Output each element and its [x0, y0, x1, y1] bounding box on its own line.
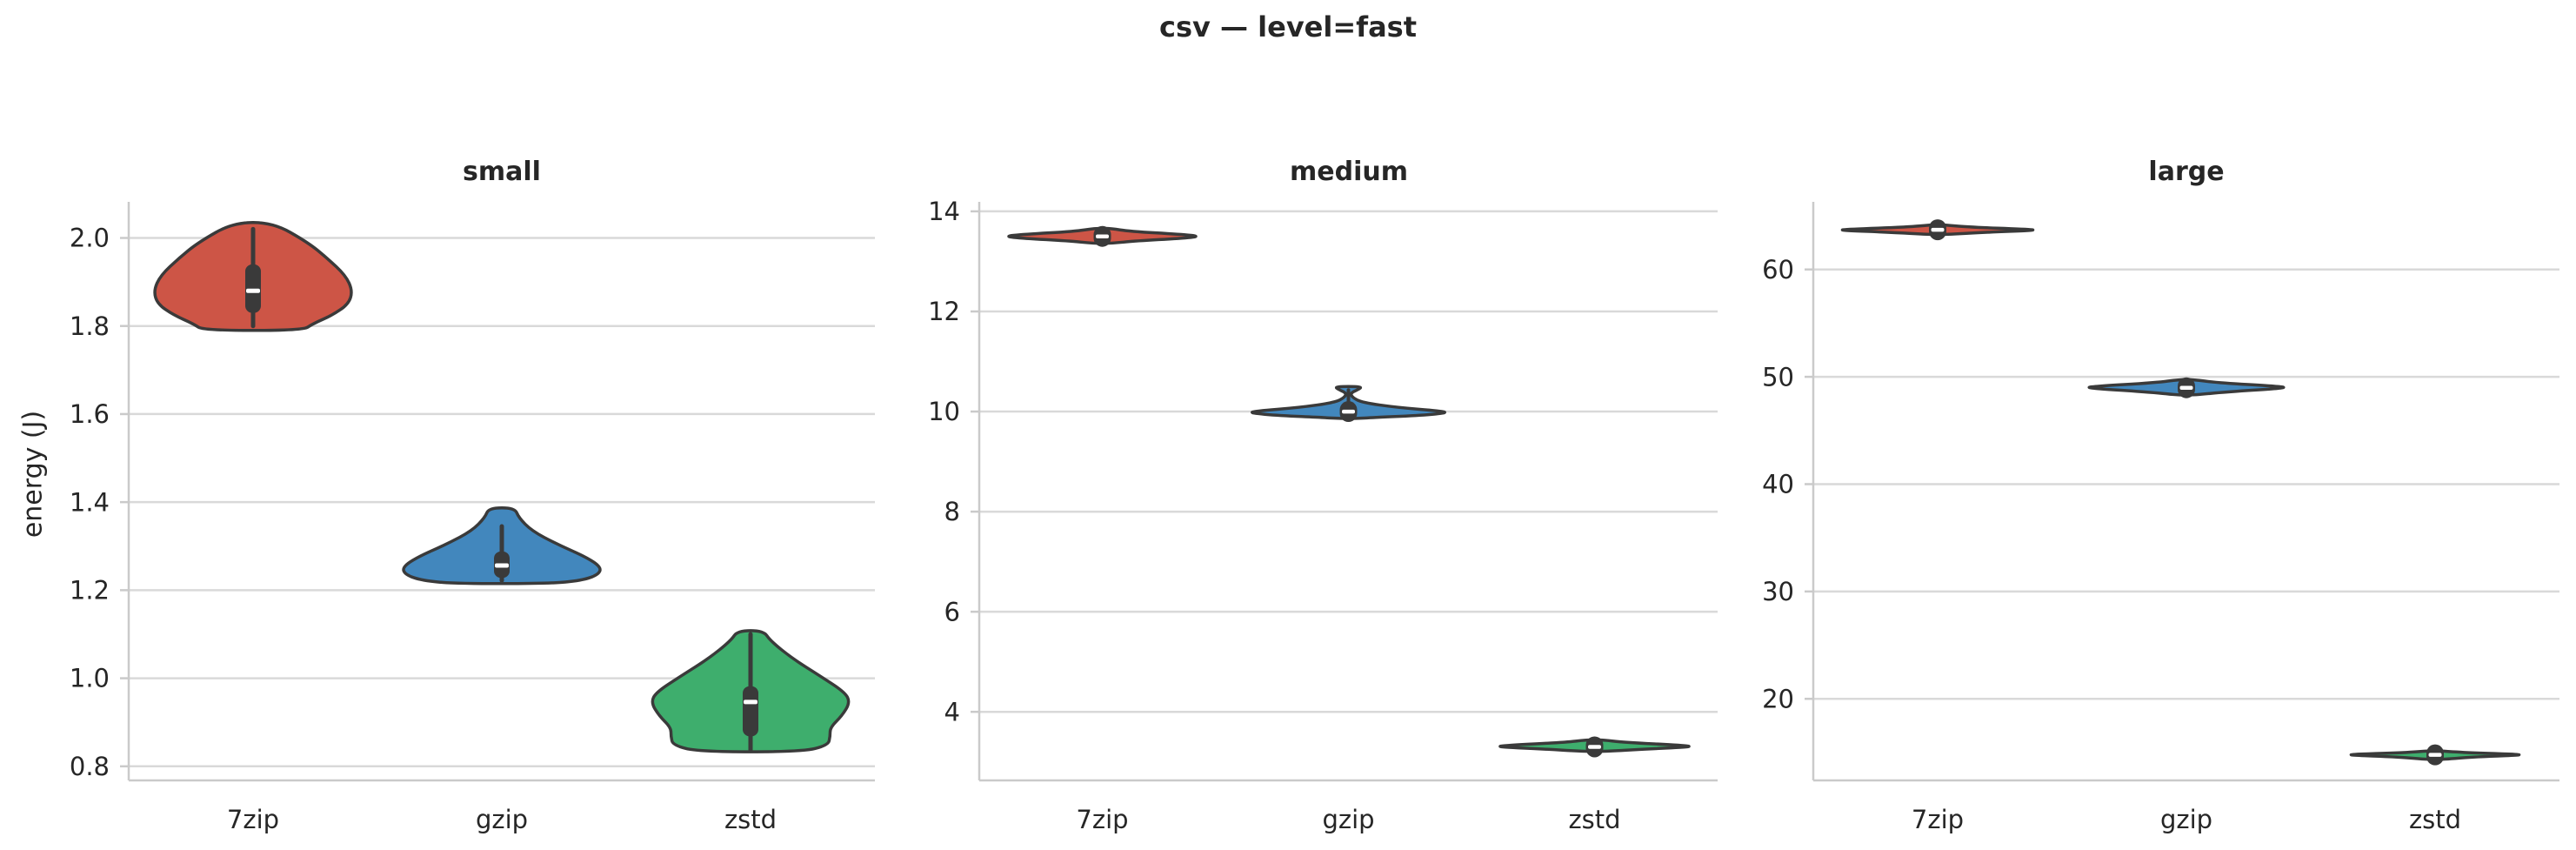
- median-line-gzip: [495, 563, 509, 568]
- y-tick-label: 2.0: [70, 224, 110, 253]
- x-tick-label-7zip: 7zip: [1912, 805, 1964, 834]
- y-tick-label: 30: [1762, 577, 1794, 606]
- subplot-title-medium: medium: [1290, 157, 1408, 187]
- x-tick-label-zstd: zstd: [724, 805, 777, 834]
- subplot-large: 20 30 40 50 60 7zip gzip zstd: [1762, 202, 2559, 834]
- median-line-7zip: [1931, 227, 1945, 232]
- median-line-zstd: [744, 699, 757, 705]
- y-tick-label: 12: [928, 297, 960, 326]
- subplot-title-small: small: [463, 157, 541, 187]
- y-tick-label: 1.0: [70, 664, 110, 693]
- y-tick-label: 6: [944, 597, 960, 626]
- median-line-gzip: [1342, 409, 1355, 414]
- x-tick-label-gzip: gzip: [2160, 805, 2212, 834]
- y-tick-label: 1.2: [70, 576, 110, 606]
- y-tick-label: 60: [1762, 255, 1794, 284]
- y-tick-label: 40: [1762, 470, 1794, 499]
- x-tick-label-zstd: zstd: [1568, 805, 1620, 834]
- median-line-7zip: [1096, 234, 1109, 238]
- y-tick-label: 1.4: [70, 487, 110, 517]
- median-line-gzip: [2179, 385, 2193, 390]
- subplot-title-large: large: [2148, 157, 2225, 187]
- y-tick-label: 14: [928, 197, 960, 226]
- median-line-zstd: [2428, 753, 2442, 757]
- y-tick-label: 1.8: [70, 311, 110, 341]
- iqr-box-7zip: [245, 264, 261, 313]
- figure-title: csv — level=fast: [1158, 10, 1418, 44]
- median-line-7zip: [246, 288, 260, 293]
- y-tick-label: 50: [1762, 362, 1794, 392]
- y-tick-label: 4: [944, 697, 960, 726]
- x-tick-label-zstd: zstd: [2409, 805, 2461, 834]
- x-tick-label-gzip: gzip: [1322, 805, 1374, 834]
- subplot-small: 0.8 1.0 1.2 1.4 1.6 1.8 2.0 7zip gzip zstd: [70, 202, 875, 834]
- x-tick-label-7zip: 7zip: [227, 805, 279, 834]
- x-tick-label-gzip: gzip: [476, 805, 528, 834]
- median-line-zstd: [1588, 745, 1601, 749]
- x-tick-label-7zip: 7zip: [1076, 805, 1128, 834]
- y-tick-label: 10: [928, 397, 960, 426]
- y-tick-label: 1.6: [70, 399, 110, 429]
- y-tick-label: 8: [944, 497, 960, 526]
- iqr-box-zstd: [743, 686, 758, 737]
- y-tick-label: 20: [1762, 684, 1794, 713]
- subplot-medium: 4 6 8 10 12 14 7zip gzip zstd: [928, 197, 1718, 834]
- y-tick-label: 0.8: [70, 752, 110, 781]
